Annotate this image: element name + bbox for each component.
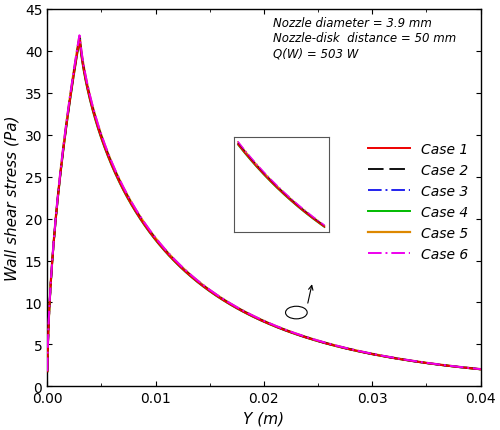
Legend: Case 1, Case 2, Case 3, Case 4, Case 5, Case 6: Case 1, Case 2, Case 3, Case 4, Case 5, … bbox=[362, 137, 474, 267]
Case 5 bbox=[220, 297, 226, 302]
Case 5 bbox=[236, 306, 242, 311]
Case 6 bbox=[478, 367, 484, 372]
Case 3 bbox=[44, 369, 51, 374]
Case 2 bbox=[390, 356, 396, 361]
Case 3 bbox=[342, 346, 348, 351]
Case 5 bbox=[44, 369, 51, 374]
Line: Case 2: Case 2 bbox=[48, 39, 480, 372]
X-axis label: Y (m): Y (m) bbox=[244, 411, 284, 426]
Case 4 bbox=[236, 307, 242, 312]
Case 5 bbox=[89, 102, 95, 108]
Case 5 bbox=[76, 34, 82, 40]
Case 4 bbox=[89, 106, 95, 111]
Case 3 bbox=[390, 356, 396, 361]
Case 6 bbox=[390, 355, 396, 360]
Case 3 bbox=[236, 307, 242, 312]
Case 4 bbox=[44, 369, 51, 374]
Case 4 bbox=[382, 354, 388, 359]
Text: Nozzle diameter = 3.9 mm
Nozzle-disk  distance = 50 mm
Q(W) = 503 W: Nozzle diameter = 3.9 mm Nozzle-disk dis… bbox=[272, 17, 456, 60]
Case 2 bbox=[76, 36, 82, 41]
Case 3 bbox=[89, 104, 95, 110]
Case 1 bbox=[478, 367, 484, 372]
Case 2 bbox=[382, 354, 388, 359]
Case 2 bbox=[220, 297, 226, 302]
Case 4 bbox=[220, 298, 226, 303]
Case 1 bbox=[76, 38, 82, 43]
Case 5 bbox=[478, 367, 484, 372]
Line: Case 5: Case 5 bbox=[48, 37, 480, 371]
Case 1 bbox=[390, 356, 396, 361]
Case 5 bbox=[382, 354, 388, 359]
Case 2 bbox=[478, 367, 484, 372]
Case 6 bbox=[342, 345, 348, 350]
Case 2 bbox=[342, 346, 348, 351]
Case 6 bbox=[382, 354, 388, 359]
Case 3 bbox=[478, 367, 484, 372]
Case 3 bbox=[76, 37, 82, 42]
Line: Case 3: Case 3 bbox=[48, 40, 480, 372]
Case 5 bbox=[342, 346, 348, 351]
Case 6 bbox=[44, 369, 51, 374]
Case 4 bbox=[342, 346, 348, 351]
Case 1 bbox=[220, 298, 226, 303]
Case 6 bbox=[89, 101, 95, 107]
Case 5 bbox=[390, 355, 396, 360]
Line: Case 4: Case 4 bbox=[48, 42, 480, 372]
Case 2 bbox=[236, 306, 242, 311]
Case 1 bbox=[44, 369, 51, 374]
Case 1 bbox=[236, 307, 242, 312]
Line: Case 6: Case 6 bbox=[48, 36, 480, 371]
Case 4 bbox=[390, 356, 396, 361]
Case 6 bbox=[76, 34, 82, 39]
Line: Case 1: Case 1 bbox=[48, 41, 480, 372]
Case 1 bbox=[89, 105, 95, 111]
Case 4 bbox=[76, 39, 82, 44]
Case 3 bbox=[382, 354, 388, 359]
Case 2 bbox=[44, 369, 51, 374]
Case 1 bbox=[382, 354, 388, 359]
Case 6 bbox=[220, 296, 226, 301]
Case 4 bbox=[478, 367, 484, 372]
Case 1 bbox=[342, 346, 348, 351]
Y-axis label: Wall shear stress (Pa): Wall shear stress (Pa) bbox=[4, 116, 19, 281]
Case 2 bbox=[89, 104, 95, 109]
Case 6 bbox=[236, 306, 242, 311]
Case 3 bbox=[220, 298, 226, 303]
